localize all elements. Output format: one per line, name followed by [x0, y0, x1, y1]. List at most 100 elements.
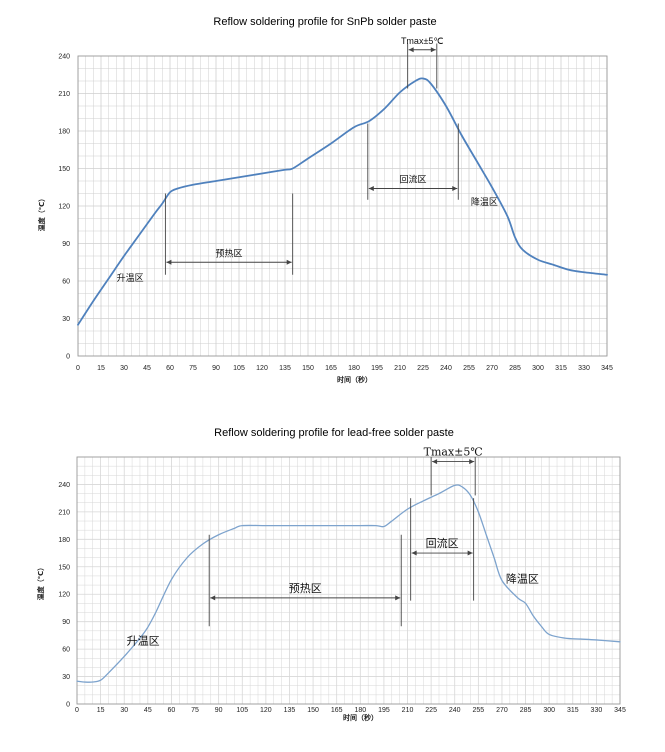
y-tick-label: 90: [62, 241, 70, 248]
y-tick-label: 60: [62, 279, 70, 286]
x-tick-label: 255: [473, 707, 485, 714]
y-tick-label: 240: [58, 54, 70, 61]
x-axis-label: 时间（秒）: [343, 713, 378, 722]
x-tick-label: 270: [496, 707, 508, 714]
zone-label: 升温区: [117, 273, 144, 284]
x-tick-label: 30: [120, 707, 128, 714]
x-tick-label: 15: [97, 365, 105, 372]
arrowhead: [286, 259, 292, 265]
x-tick-label: 75: [191, 707, 199, 714]
y-tick-label: 210: [58, 509, 70, 516]
x-tick-label: 210: [402, 707, 414, 714]
zone-label: 预热区: [289, 582, 322, 595]
x-tick-label: 120: [260, 707, 272, 714]
x-tick-label: 225: [425, 707, 437, 714]
plot-frame: [77, 55, 608, 357]
x-tick-label: 195: [378, 707, 390, 714]
arrowhead: [411, 550, 417, 556]
x-tick-label: 240: [449, 707, 461, 714]
y-tick-label: 150: [58, 166, 70, 173]
x-tick-label: 135: [279, 365, 291, 372]
x-tick-label: 150: [302, 365, 314, 372]
x-tick-label: 330: [578, 365, 590, 372]
x-tick-label: 210: [394, 365, 406, 372]
plot-frame: [76, 456, 621, 705]
x-tick-label: 225: [417, 365, 429, 372]
y-tick-label: 30: [62, 674, 70, 681]
arrowhead: [469, 459, 475, 465]
x-tick-label: 180: [354, 707, 366, 714]
x-tick-label: 120: [256, 365, 268, 372]
x-tick-label: 240: [440, 365, 452, 372]
x-tick-label: 45: [144, 707, 152, 714]
y-tick-label: 0: [66, 702, 70, 709]
y-axis-label: 温度（℃）: [36, 564, 45, 600]
x-tick-label: 0: [76, 365, 80, 372]
y-tick-label: 180: [58, 129, 70, 136]
series-line-1: [76, 484, 621, 683]
x-tick-label: 345: [614, 707, 626, 714]
x-tick-label: 165: [325, 365, 337, 372]
x-tick-label: 90: [212, 365, 220, 372]
x-tick-label: 285: [509, 365, 521, 372]
zone-label: 降温区: [471, 196, 498, 208]
x-tick-label: 345: [601, 365, 613, 372]
arrowhead: [467, 550, 473, 556]
chart-1: 0 15 30 45 60 75 90 105 120 135 150 165 180 195 210 225…: [37, 36, 613, 384]
x-tick-label: 300: [532, 365, 544, 372]
tmax-label: Tmax±5℃: [401, 36, 444, 46]
y-tick-label: 240: [58, 482, 70, 489]
x-tick-label: 180: [348, 365, 360, 372]
series-line-1: [77, 77, 608, 326]
x-tick-label: 300: [543, 707, 555, 714]
y-tick-label: 150: [58, 564, 70, 571]
x-tick-label: 315: [567, 707, 579, 714]
x-tick-label: 315: [555, 365, 567, 372]
y-tick-label: 90: [62, 619, 70, 626]
x-tick-label: 195: [371, 365, 383, 372]
arrowhead: [166, 259, 172, 265]
x-tick-label: 0: [75, 707, 79, 714]
y-tick-label: 120: [58, 592, 70, 599]
x-tick-label: 90: [215, 707, 223, 714]
x-tick-label: 150: [307, 707, 319, 714]
x-tick-label: 255: [463, 365, 475, 372]
arrowhead: [395, 595, 401, 601]
x-tick-label: 105: [233, 365, 245, 372]
y-tick-label: 120: [58, 204, 70, 211]
y-tick-label: 210: [58, 91, 70, 98]
arrowhead: [430, 47, 436, 53]
x-tick-label: 270: [486, 365, 498, 372]
zone-label: 回流区: [426, 536, 459, 550]
y-axis-label: 温度（℃）: [37, 195, 46, 231]
arrowhead: [368, 186, 374, 191]
y-tick-label: 60: [62, 647, 70, 654]
arrowhead: [432, 459, 438, 465]
x-tick-label: 105: [236, 707, 248, 714]
x-tick-label: 135: [284, 707, 296, 714]
zone-label: 回流区: [400, 174, 427, 186]
zone-label: 降温区: [506, 571, 539, 585]
x-tick-label: 75: [189, 365, 197, 372]
zone-label: 预热区: [216, 247, 243, 259]
tmax-label: Tmax±5℃: [424, 446, 483, 459]
x-tick-label: 30: [120, 365, 128, 372]
zone-label: 升温区: [127, 635, 160, 648]
x-tick-label: 60: [168, 707, 176, 714]
y-tick-label: 30: [62, 316, 70, 323]
chart-2: 0 15 30 45 60 75 90 105 120 135 150 165 180 195 210 225…: [36, 446, 626, 722]
arrowhead: [452, 186, 458, 191]
x-tick-label: 285: [520, 707, 532, 714]
chart-2-title: Reflow soldering profile for lead-free s…: [214, 427, 454, 439]
arrowhead: [408, 47, 414, 53]
x-tick-label: 15: [97, 707, 105, 714]
x-axis-label: 时间（秒）: [337, 375, 372, 384]
y-tick-label: 0: [66, 354, 70, 361]
arrowhead: [210, 595, 216, 601]
y-tick-label: 180: [58, 537, 70, 544]
x-tick-label: 330: [591, 707, 603, 714]
x-tick-label: 60: [166, 365, 174, 372]
chart-1-title: Reflow soldering profile for SnPb solder…: [213, 16, 436, 28]
x-tick-label: 165: [331, 707, 343, 714]
